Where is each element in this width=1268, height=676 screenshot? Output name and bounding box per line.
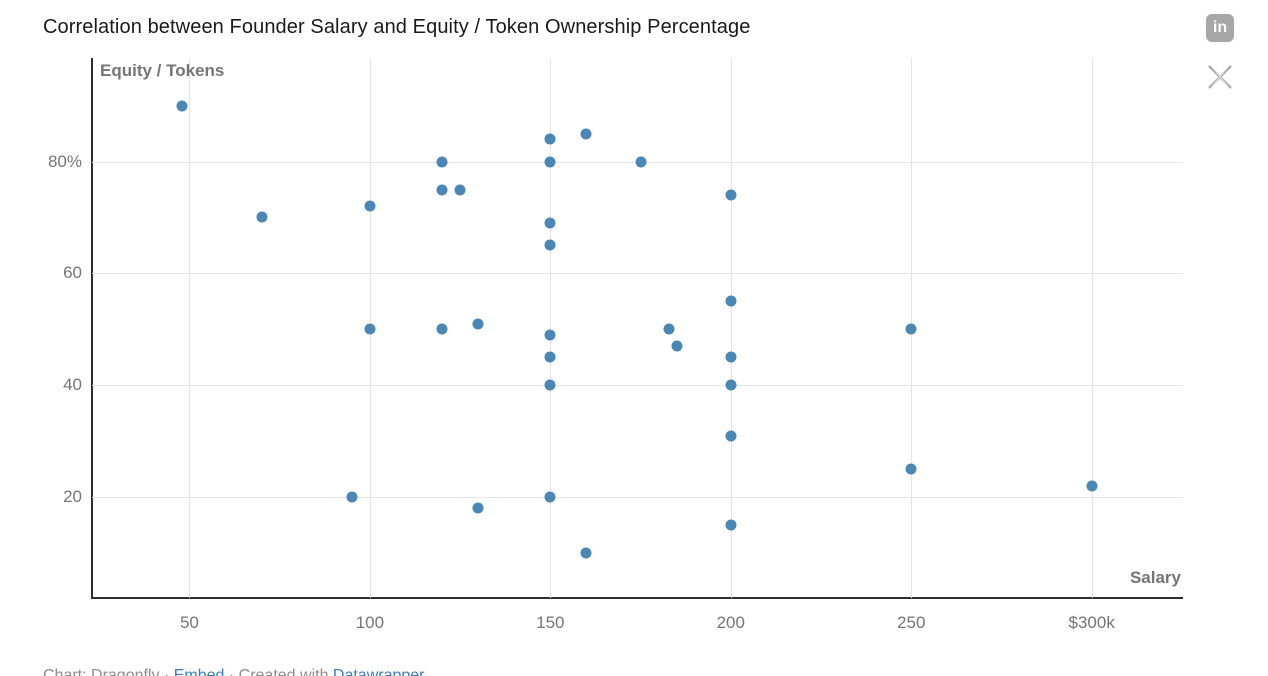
data-point[interactable] xyxy=(544,379,556,391)
y-gridline xyxy=(92,385,1183,387)
data-point[interactable] xyxy=(544,156,556,168)
data-point[interactable] xyxy=(472,318,484,330)
data-point[interactable] xyxy=(436,184,448,195)
x-axis-title: Salary xyxy=(1129,568,1181,587)
data-point[interactable] xyxy=(663,323,675,335)
data-point[interactable] xyxy=(472,502,484,514)
x-twitter-share-icon[interactable] xyxy=(1205,62,1235,92)
data-point[interactable] xyxy=(580,547,592,559)
data-point[interactable] xyxy=(725,430,737,442)
data-point[interactable] xyxy=(436,156,448,168)
data-point[interactable] xyxy=(346,491,358,503)
x-gridline xyxy=(189,58,191,598)
data-point[interactable] xyxy=(544,133,556,145)
data-point[interactable] xyxy=(364,323,376,335)
y-axis-line xyxy=(91,58,93,599)
data-point[interactable] xyxy=(580,128,592,140)
y-tick-label: 20 xyxy=(63,487,82,507)
data-point[interactable] xyxy=(905,323,917,335)
share-buttons: in xyxy=(1204,14,1236,92)
data-point[interactable] xyxy=(176,100,188,112)
data-point[interactable] xyxy=(725,295,737,307)
data-point[interactable] xyxy=(454,184,466,195)
x-gridline xyxy=(1091,58,1093,598)
x-tick-label: 150 xyxy=(536,613,565,632)
x-axis-line xyxy=(91,597,1183,599)
attribution-text: Chart: Dragonfly · xyxy=(43,667,174,676)
data-point[interactable] xyxy=(544,239,556,251)
x-tick-label: 200 xyxy=(716,613,745,632)
data-point[interactable] xyxy=(725,379,737,391)
y-tick-label: 60 xyxy=(63,263,82,283)
data-point[interactable] xyxy=(1086,480,1098,492)
y-gridline xyxy=(92,497,1183,499)
x-tick-label: 100 xyxy=(355,613,385,632)
data-point[interactable] xyxy=(671,340,683,352)
data-point[interactable] xyxy=(544,217,556,229)
y-tick-label: 80% xyxy=(47,151,82,171)
attribution-footer: Chart: Dragonfly · Embed · Created with … xyxy=(43,667,425,676)
data-point[interactable] xyxy=(436,323,448,335)
data-point[interactable] xyxy=(544,351,556,363)
y-axis-title: Equity / Tokens xyxy=(100,61,225,80)
x-gridline xyxy=(550,58,552,598)
data-point[interactable] xyxy=(635,156,647,168)
y-gridline xyxy=(92,273,1183,275)
data-point[interactable] xyxy=(725,189,737,201)
data-point[interactable] xyxy=(725,351,737,363)
linkedin-glyph: in xyxy=(1212,19,1228,36)
embed-link[interactable]: Embed xyxy=(173,667,225,676)
x-gridline xyxy=(730,58,732,598)
chart-title: Correlation between Founder Salary and E… xyxy=(43,16,751,38)
attribution-middle: · Created with xyxy=(224,667,333,676)
y-tick-label: 40 xyxy=(63,375,82,395)
data-point[interactable] xyxy=(725,519,737,531)
x-tick-label: $300k xyxy=(1068,613,1115,632)
data-point[interactable] xyxy=(544,329,556,341)
plot-area xyxy=(92,58,1183,598)
datawrapper-link[interactable]: Datawrapper xyxy=(332,667,425,676)
data-point[interactable] xyxy=(364,200,376,212)
data-point[interactable] xyxy=(256,211,268,223)
x-tick-label: 50 xyxy=(179,613,199,632)
data-point[interactable] xyxy=(544,491,556,503)
x-tick-label: 250 xyxy=(897,613,926,632)
linkedin-share-icon[interactable]: in xyxy=(1206,14,1234,42)
data-point[interactable] xyxy=(905,463,917,475)
